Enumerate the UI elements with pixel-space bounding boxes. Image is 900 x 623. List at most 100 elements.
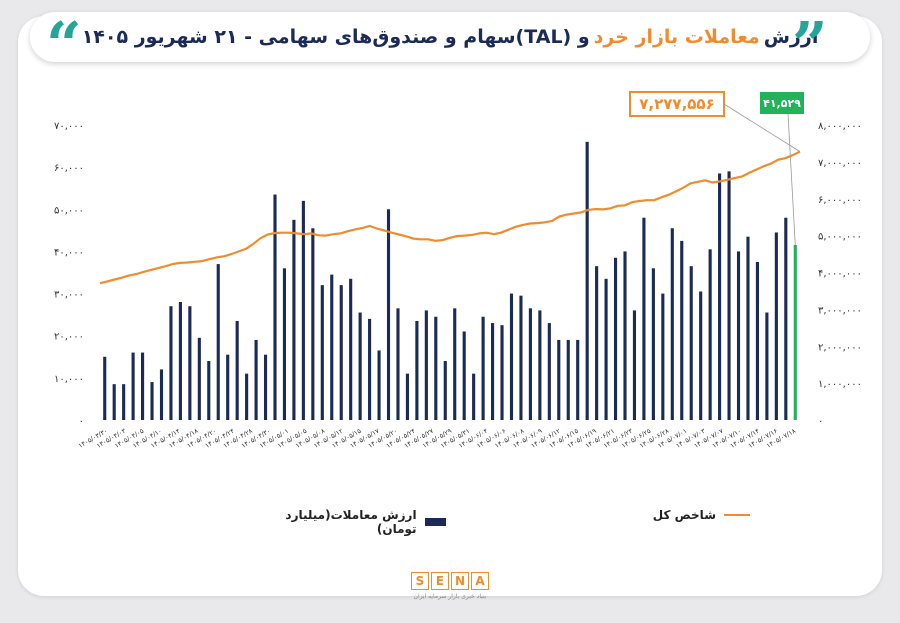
bar-callout-leader	[787, 113, 796, 246]
bar	[670, 228, 674, 420]
title-part-2: معاملات بازار خرد	[593, 26, 760, 48]
bar	[339, 285, 343, 420]
legend-bar-series: ارزش معاملات(میلیارد تومان)	[246, 508, 446, 536]
bar	[141, 352, 145, 420]
bar	[273, 194, 277, 420]
title-part-3: و (TAL)سهام و صندوق‌های سهامی - ۲۱ شهریو…	[81, 26, 590, 48]
y-right-tick-label: ۰	[818, 416, 823, 427]
y-left-tick-label: ۷۰,۰۰۰	[54, 121, 84, 132]
bar	[424, 310, 428, 420]
y-right-tick-label: ۵,۰۰۰,۰۰۰	[818, 232, 862, 243]
bar	[613, 257, 618, 420]
bar	[453, 308, 457, 420]
legend-line-series: شاخص کل	[600, 508, 750, 522]
y-right-tick-label: ۴,۰۰۰,۰۰۰	[818, 269, 862, 280]
logo-letter: A	[471, 572, 489, 590]
y-right-tick-label: ۷,۰۰۰,۰۰۰	[818, 158, 862, 169]
bar	[188, 306, 192, 420]
bar	[718, 173, 722, 420]
bar	[131, 352, 135, 420]
bar	[396, 308, 400, 420]
line-callout-leader	[723, 103, 801, 152]
bar	[235, 320, 239, 420]
bar	[595, 266, 599, 420]
bar	[462, 331, 466, 420]
bar	[481, 316, 485, 420]
y-left-tick-label: ۵۰,۰۰۰	[54, 205, 84, 216]
bar	[746, 236, 750, 420]
bar	[509, 293, 514, 420]
bar	[784, 217, 788, 420]
bar	[330, 274, 334, 420]
bar	[557, 339, 561, 420]
bar	[680, 240, 684, 420]
legend-bar-swatch	[424, 518, 446, 526]
quote-close-icon: ”	[792, 8, 828, 81]
bar	[150, 382, 154, 420]
y-right-tick-label: ۲,۰۰۰,۰۰۰	[818, 342, 862, 353]
bar	[585, 141, 589, 420]
bar	[226, 354, 230, 420]
bar	[405, 373, 409, 420]
logo-subtitle: بنیاد خبری بازار سرمایه ایران	[413, 593, 487, 600]
y-right-tick-label: ۳,۰۰۰,۰۰۰	[818, 305, 862, 316]
bar	[368, 318, 372, 420]
bar	[216, 264, 220, 420]
bar	[263, 354, 268, 420]
bar	[642, 217, 646, 420]
bar	[103, 356, 107, 420]
logo-letter: S	[411, 572, 429, 590]
bar	[358, 312, 362, 420]
bar	[547, 323, 551, 420]
y-left-tick-label: ۳۰,۰۰۰	[54, 290, 84, 301]
y-left-tick-label: ۱۰,۰۰۰	[54, 374, 84, 385]
bar-value-callout-box	[760, 92, 804, 114]
title-bar: ارزش معاملات بازار خرد و (TAL)سهام و صند…	[30, 12, 870, 62]
y-left-tick-label: ۰	[79, 416, 84, 427]
bar	[122, 384, 126, 420]
bar	[349, 278, 353, 420]
bar-value-callout-label: ۴۱,۵۲۹	[763, 97, 801, 110]
line-series	[99, 150, 801, 285]
bar	[301, 200, 305, 420]
bar	[500, 325, 504, 420]
bar	[292, 219, 296, 420]
bar	[207, 361, 211, 420]
title-part-1: ارزش	[763, 26, 819, 48]
bar	[576, 339, 580, 420]
bar	[699, 291, 703, 420]
bar	[689, 266, 693, 420]
index-line	[99, 150, 801, 285]
axis-ticks: ۷۰,۰۰۰ ۶۰,۰۰۰ ۵۰,۰۰۰ ۴۰,۰۰۰ ۳۰,۰۰۰ ۲۰,۰۰۰ ۱۰,۰…	[54, 121, 862, 450]
bar	[112, 384, 116, 420]
bar	[604, 278, 608, 420]
bar-series	[103, 141, 797, 420]
bar	[169, 306, 173, 420]
y-right-tick-label: ۶,۰۰۰,۰۰۰	[818, 195, 862, 206]
bar	[159, 369, 164, 420]
bar	[519, 295, 523, 420]
bar	[566, 339, 570, 420]
bar	[765, 312, 769, 420]
bar	[528, 308, 532, 420]
bar	[254, 339, 258, 420]
bar	[774, 232, 778, 420]
sena-logo: S E N A بنیاد خبری بازار سرمایه ایران	[410, 572, 490, 610]
value-callouts: ۷,۲۷۷,۵۵۶ ۴۱,۵۲۹	[629, 91, 804, 246]
y-right-tick-label: ۱,۰۰۰,۰۰۰	[818, 379, 862, 390]
legend-line-swatch	[724, 514, 750, 516]
bar	[178, 302, 182, 420]
bar	[434, 316, 438, 420]
y-left-tick-label: ۴۰,۰۰۰	[54, 247, 84, 258]
legend-bar-label: ارزش معاملات(میلیارد تومان)	[285, 508, 417, 536]
bar	[386, 209, 391, 420]
bar	[632, 310, 637, 420]
bar	[661, 293, 665, 420]
quote-open-icon: “	[46, 8, 82, 81]
bar	[755, 261, 759, 420]
bar	[793, 244, 797, 420]
bar	[736, 251, 741, 420]
y-left-tick-label: ۶۰,۰۰۰	[54, 163, 84, 174]
bar	[415, 320, 419, 420]
